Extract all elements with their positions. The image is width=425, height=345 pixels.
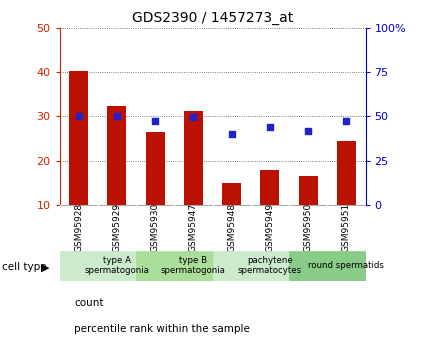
Point [305,128,312,134]
Point [190,115,197,120]
Bar [60,251,136,280]
Bar [212,251,289,280]
Text: type A
spermatogonia: type A spermatogonia [85,256,149,275]
Text: cell type: cell type [2,263,47,272]
Text: type B
spermatogonia: type B spermatogonia [161,256,226,275]
Bar [145,132,164,205]
Point [228,131,235,137]
Text: GSM95951: GSM95951 [342,203,351,252]
Point [152,118,159,124]
Text: round spermatids: round spermatids [309,261,384,270]
Text: pachytene
spermatocytes: pachytene spermatocytes [238,256,302,275]
Bar [337,141,356,205]
Bar [69,71,88,205]
Bar [298,176,317,205]
Text: count: count [74,298,104,308]
Bar [184,111,203,205]
Title: GDS2390 / 1457273_at: GDS2390 / 1457273_at [132,11,293,25]
Bar [222,183,241,205]
Text: ▶: ▶ [41,263,50,272]
Text: GSM95928: GSM95928 [74,203,83,252]
Bar [289,251,366,280]
Text: GSM95948: GSM95948 [227,203,236,252]
Text: GSM95947: GSM95947 [189,203,198,252]
Bar [136,251,212,280]
Text: GSM95930: GSM95930 [150,203,160,252]
Point [266,124,273,130]
Point [75,114,82,119]
Point [343,118,350,124]
Bar [260,170,280,205]
Bar [107,106,127,205]
Point [113,114,120,119]
Text: GSM95929: GSM95929 [112,203,122,252]
Text: GSM95949: GSM95949 [265,203,275,252]
Text: GSM95950: GSM95950 [303,203,313,252]
Text: percentile rank within the sample: percentile rank within the sample [74,324,250,334]
